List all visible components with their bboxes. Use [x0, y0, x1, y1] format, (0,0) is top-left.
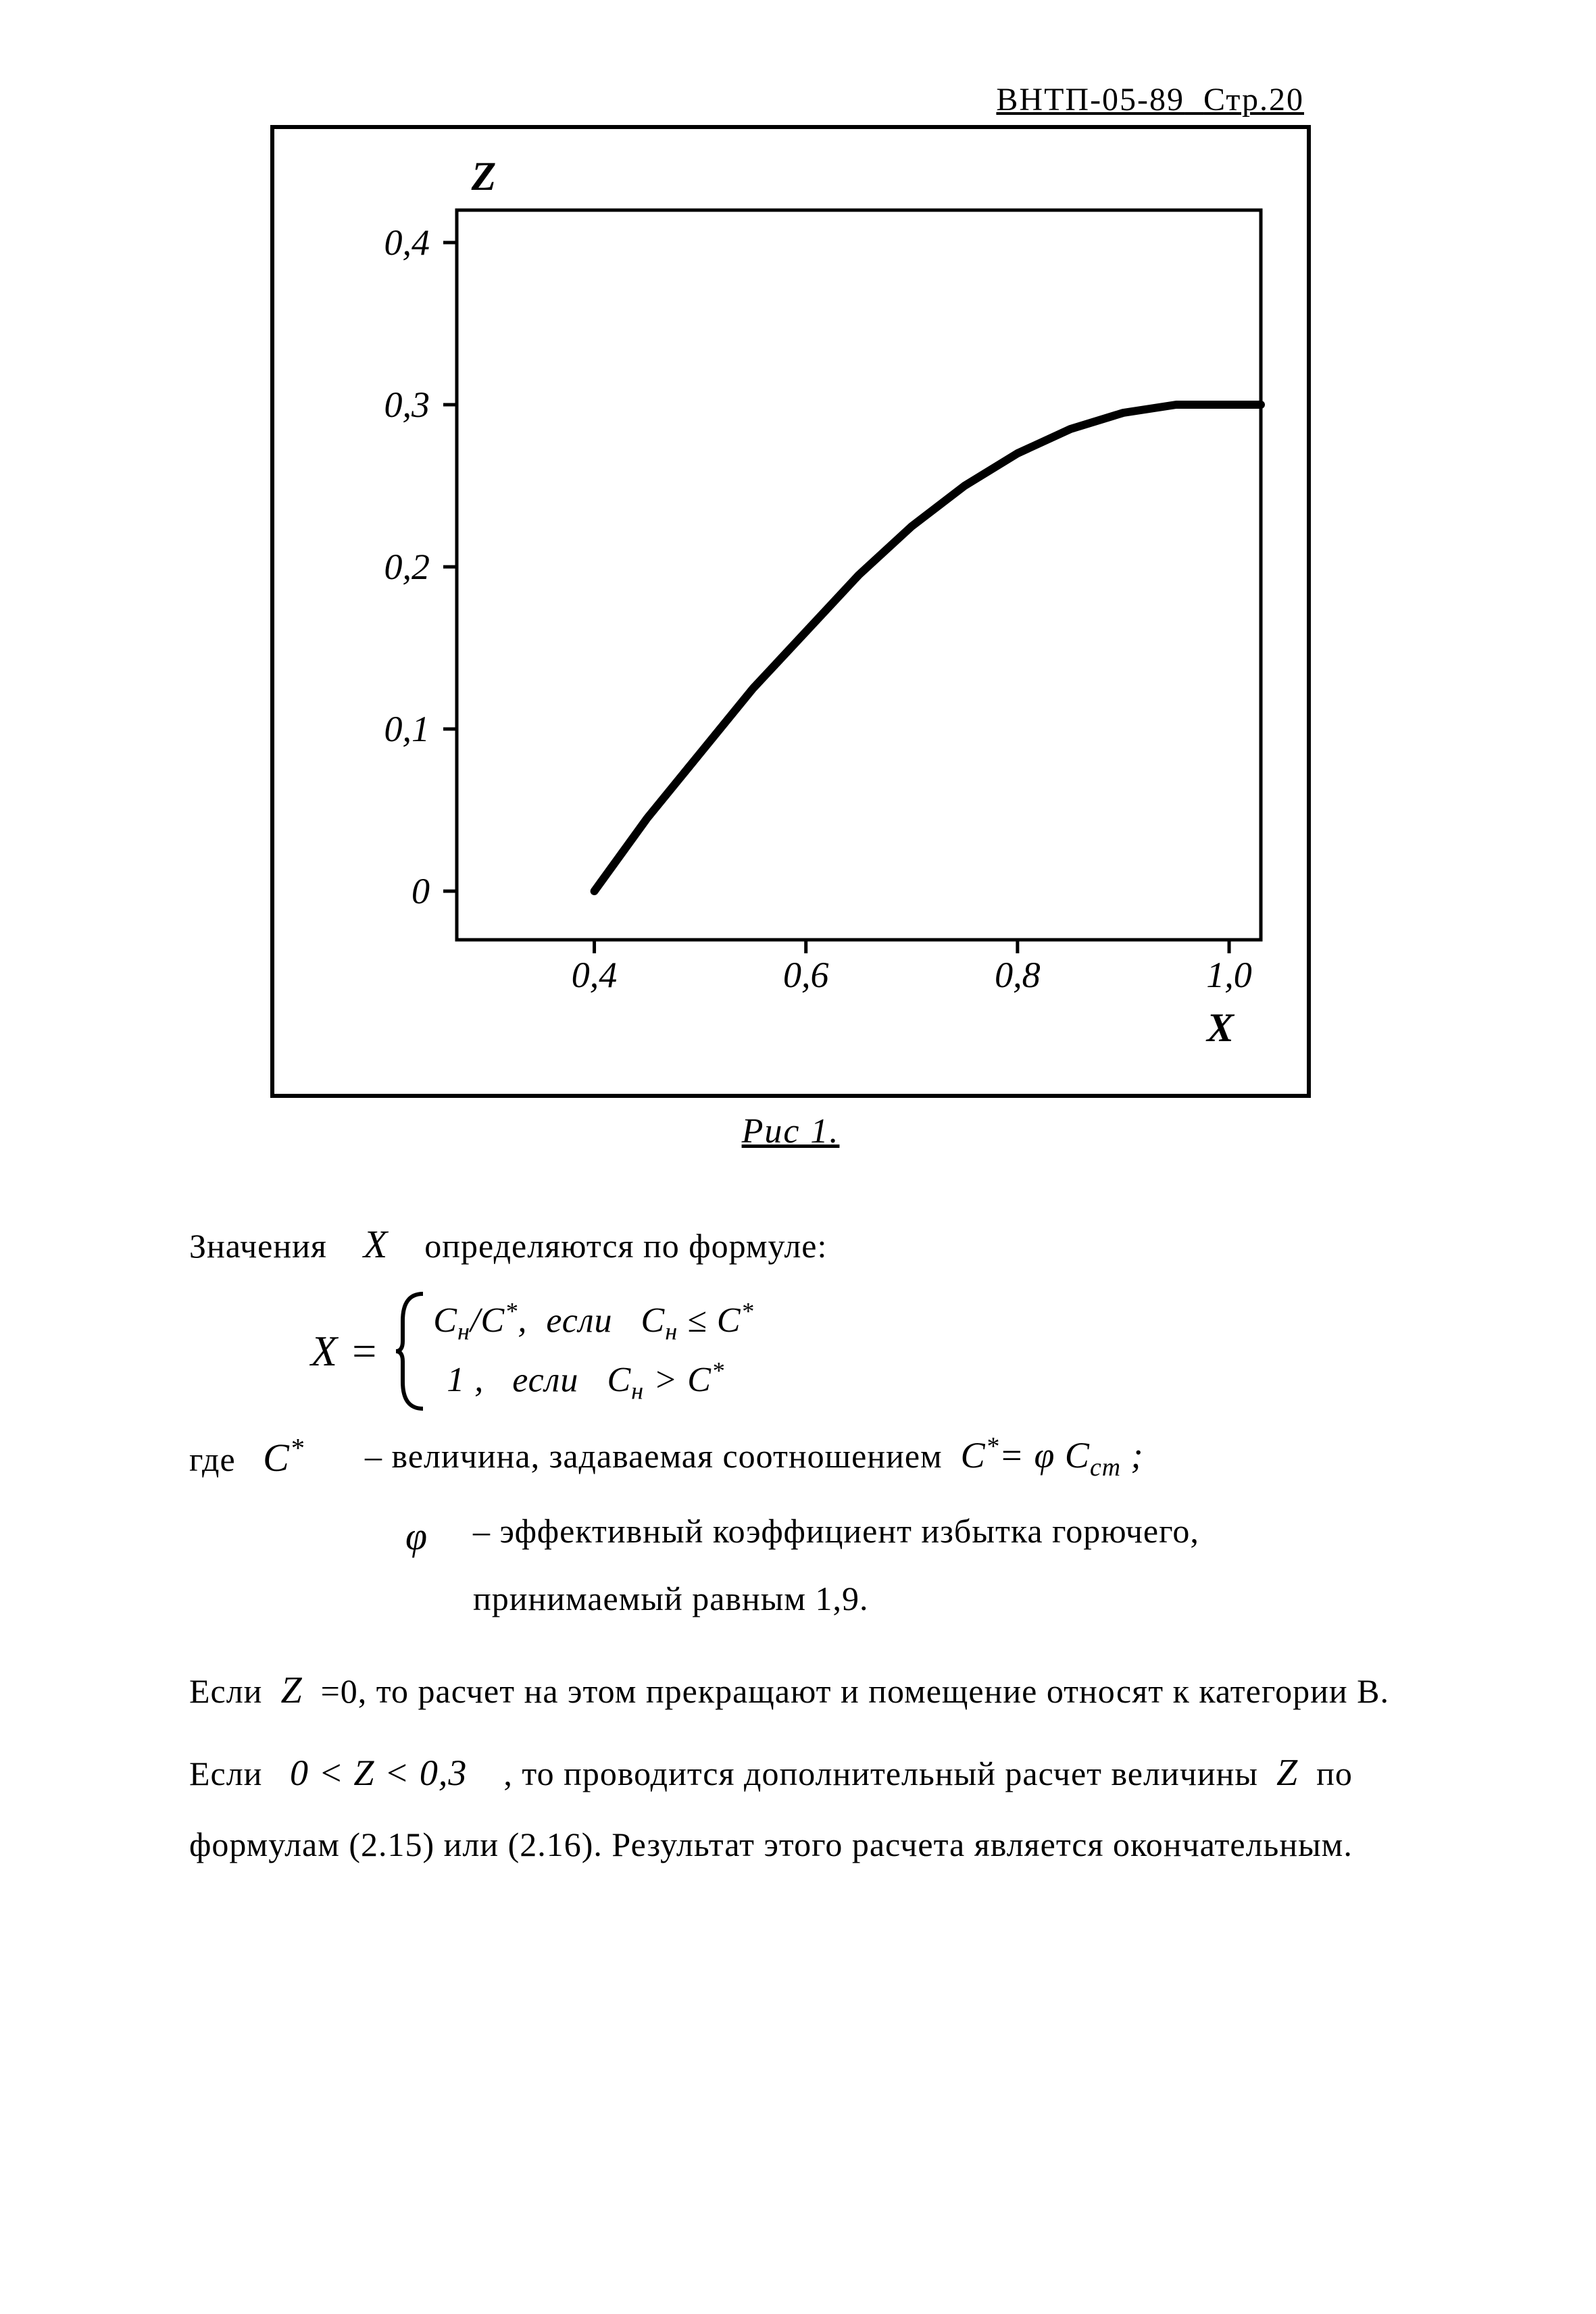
- intro-line: Значения X определяются по формуле:: [189, 1205, 1405, 1284]
- svg-text:0,3: 0,3: [384, 384, 430, 425]
- doc-code: ВНТП-05-89: [996, 82, 1184, 118]
- p4-cond: 0 < Z < 0,3: [290, 1753, 467, 1793]
- paragraph-z-range: Если 0 < Z < 0,3 , то проводится дополни…: [189, 1735, 1405, 1878]
- svg-text:0,4: 0,4: [384, 222, 430, 263]
- chart: Z 0,4 0,3 0,2 0,1 0 0,4 0,6 0,8 1,0 X: [274, 129, 1307, 1094]
- svg-text:0,4: 0,4: [572, 955, 618, 995]
- svg-text:X: X: [1205, 1005, 1235, 1050]
- case2-cond: Cн > C*: [607, 1361, 724, 1399]
- p4-mid: , то проводится дополнительный расчет ве…: [503, 1755, 1258, 1792]
- where-label: где: [189, 1440, 236, 1478]
- formula-piecewise: X = Cн/C*, если Cн ≤ C* 1 , если Cн > C*: [311, 1290, 1405, 1412]
- intro-var-x: X: [364, 1222, 388, 1266]
- p3-var-z: Z: [280, 1669, 302, 1711]
- svg-text:1,0: 1,0: [1206, 955, 1252, 995]
- case2-expr: 1 ,: [447, 1361, 484, 1399]
- svg-text:Z: Z: [471, 154, 497, 199]
- formula-case-2: 1 , если Cн > C*: [433, 1351, 753, 1411]
- page-number: Стр.20: [1203, 82, 1304, 118]
- paragraph-z-zero: Если Z =0, то расчет на этом прекращают …: [189, 1653, 1405, 1728]
- def1-text: – величина, задаваемая соотношением: [365, 1437, 943, 1475]
- body-text: Значения X определяются по формуле: X = …: [189, 1205, 1405, 1878]
- def1-relation: C*= φ Cст ;: [961, 1435, 1144, 1476]
- chart-frame: Z 0,4 0,3 0,2 0,1 0 0,4 0,6 0,8 1,0 X: [270, 125, 1311, 1098]
- formula-case-1: Cн/C*, если Cн ≤ C*: [433, 1292, 753, 1351]
- svg-text:0: 0: [412, 871, 430, 911]
- case1-cond: Cн ≤ C*: [641, 1301, 754, 1340]
- case1-if: если: [546, 1301, 612, 1340]
- p3-tail: =0, то расчет на этом прекращают и помещ…: [321, 1672, 1389, 1710]
- sym-phi: φ: [405, 1514, 428, 1558]
- intro-word: Значения: [189, 1227, 327, 1265]
- svg-text:0,1: 0,1: [384, 709, 430, 749]
- case2-if: если: [512, 1361, 578, 1399]
- intro-tail: определяются по формуле:: [424, 1227, 827, 1265]
- p4-if: Если: [189, 1755, 262, 1792]
- def2-text: – эффективный коэффициент избытка горюче…: [473, 1497, 1405, 1632]
- page-header: ВНТП-05-89 Стр.20: [189, 81, 1405, 118]
- figure-caption: Рис 1.: [270, 1111, 1311, 1151]
- case1-expr: Cн/C*,: [433, 1301, 527, 1340]
- definition-phi: φ – эффективный коэффициент избытка горю…: [405, 1497, 1405, 1632]
- sym-c-star: C*: [263, 1436, 304, 1480]
- svg-text:0,2: 0,2: [384, 547, 430, 587]
- definition-c-star: где C* – величина, задаваемая соотношени…: [189, 1419, 1405, 1497]
- svg-text:0,8: 0,8: [995, 955, 1041, 995]
- formula-lhs: X =: [311, 1308, 379, 1394]
- p4-var-z: Z: [1276, 1752, 1298, 1794]
- svg-text:0,6: 0,6: [783, 955, 829, 995]
- p3-if: Если: [189, 1672, 262, 1710]
- brace-icon: [393, 1290, 433, 1412]
